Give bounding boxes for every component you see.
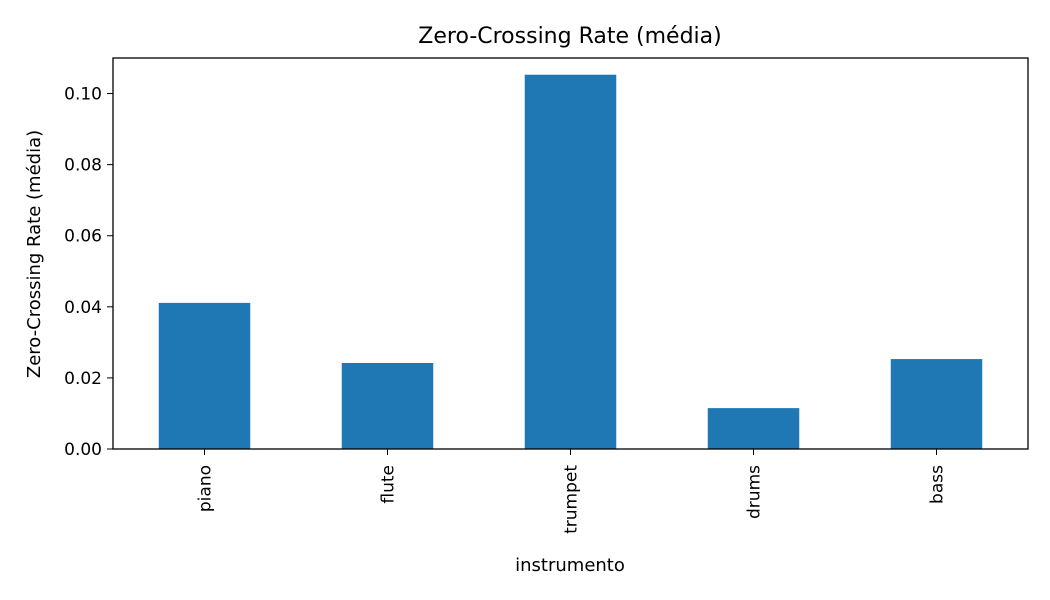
bar-flute xyxy=(341,362,434,449)
y-tick-label: 0.02 xyxy=(64,369,102,389)
x-tick-label: drums xyxy=(745,465,765,519)
bar-piano xyxy=(158,302,251,449)
x-tick-label: trumpet xyxy=(562,465,582,534)
bar-bass xyxy=(890,359,983,449)
y-tick-label: 0.06 xyxy=(64,227,102,247)
y-tick-label: 0.04 xyxy=(64,298,102,318)
x-tick-label: piano xyxy=(196,465,216,512)
x-tick-label: bass xyxy=(928,465,948,504)
y-tick-label: 0.00 xyxy=(64,440,102,460)
y-axis-ticks: 0.00 0.02 0.04 0.06 0.08 0.10 xyxy=(64,85,113,460)
y-axis-label: Zero-Crossing Rate (média) xyxy=(24,130,45,378)
bar-trumpet xyxy=(524,74,617,449)
y-tick-label: 0.10 xyxy=(64,85,102,105)
bar-drums xyxy=(707,408,800,449)
x-tick-label: flute xyxy=(379,465,399,504)
x-axis-ticks: piano flute trumpet drums bass xyxy=(196,449,948,534)
y-tick-label: 0.08 xyxy=(64,156,102,176)
plot-frame xyxy=(112,57,1029,450)
x-axis-label: instrumento xyxy=(515,555,625,576)
chart-title: Zero-Crossing Rate (média) xyxy=(418,24,721,49)
bars-group xyxy=(158,74,983,449)
